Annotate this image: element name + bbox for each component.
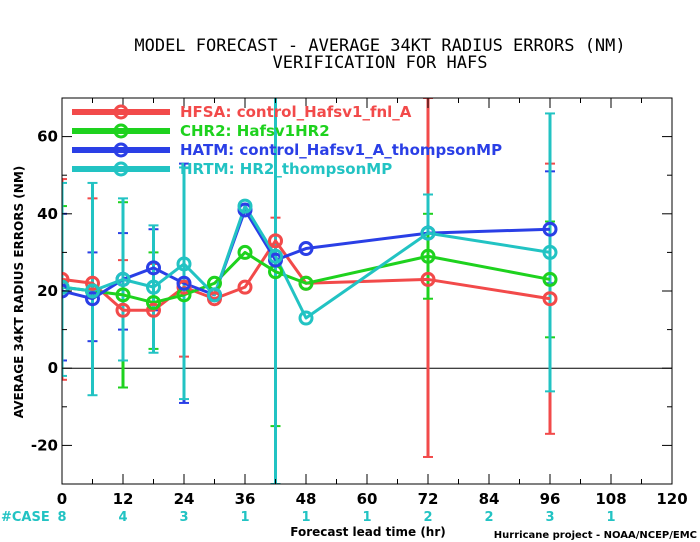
data-point xyxy=(62,279,70,295)
legend-entry: HRTM: HR2_thompsonMP xyxy=(180,160,392,178)
data-point xyxy=(115,287,131,303)
footer-credit: Hurricane project - NOAA/NCEP/EMC xyxy=(494,530,697,541)
data-point xyxy=(237,244,253,260)
case-counts: 8 4 3 1 1 1 2 2 3 1 xyxy=(57,510,615,525)
case-count: 3 xyxy=(545,510,554,525)
legend-entry: HFSA: control_Hafsv1_fnl_A xyxy=(180,103,412,121)
error-bars xyxy=(62,98,555,484)
y-tick-label: 60 xyxy=(37,128,58,146)
case-count: 4 xyxy=(118,510,127,525)
data-point xyxy=(176,256,192,272)
x-tick-label: 120 xyxy=(656,490,687,508)
chart-subtitle: VERIFICATION FOR HAFS xyxy=(273,53,488,73)
data-point xyxy=(146,279,161,295)
y-tick-label: 20 xyxy=(37,282,58,300)
y-axis-label: AVERAGE 34KT RADIUS ERRORS (NM) xyxy=(12,166,26,418)
y-axis-ticks: -20 0 20 40 60 xyxy=(31,97,672,485)
series-line xyxy=(62,239,551,312)
data-point xyxy=(176,275,192,291)
data-point xyxy=(268,248,283,264)
x-axis-label: Forecast lead time (hr) xyxy=(290,525,446,539)
data-point xyxy=(115,271,131,287)
case-count: 1 xyxy=(606,510,615,525)
data-point xyxy=(85,291,100,307)
data-point xyxy=(85,283,100,299)
chart-title: MODEL FORECAST - AVERAGE 34KT RADIUS ERR… xyxy=(134,36,625,56)
x-tick-label: 48 xyxy=(296,490,317,508)
data-point xyxy=(62,271,70,287)
data-point xyxy=(237,198,253,214)
x-tick-label: 0 xyxy=(57,490,67,508)
data-point xyxy=(298,275,314,291)
data-point xyxy=(146,295,161,311)
data-point xyxy=(146,260,161,276)
x-tick-label: 72 xyxy=(418,490,439,508)
y-tick-label: 40 xyxy=(37,205,58,223)
x-axis-ticks: 0 12 24 36 48 60 72 84 96 108 120 xyxy=(57,98,688,508)
legend-entry: CHR2: Hafsv1HR2 xyxy=(180,122,330,140)
case-count: 1 xyxy=(301,510,310,525)
x-tick-label: 24 xyxy=(174,490,195,508)
legend-swatch-marker xyxy=(113,123,129,139)
series-line xyxy=(62,204,551,320)
data-point xyxy=(542,271,558,287)
case-label: #CASE xyxy=(1,510,50,525)
legend-swatch-marker xyxy=(113,104,129,120)
series-lines xyxy=(62,204,551,320)
data-point xyxy=(420,248,436,264)
data-point xyxy=(146,302,161,318)
data-point xyxy=(298,310,314,326)
series-markers xyxy=(62,198,558,326)
case-count: 3 xyxy=(179,510,188,525)
x-tick-label: 84 xyxy=(479,490,500,508)
x-tick-label: 36 xyxy=(235,490,256,508)
data-point xyxy=(298,241,314,257)
data-point xyxy=(85,275,100,291)
legend-entry: HATM: control_Hafsv1_A_thompsonMP xyxy=(180,141,502,159)
series-line xyxy=(62,250,551,305)
data-point xyxy=(542,221,558,237)
case-count: 2 xyxy=(423,510,432,525)
x-tick-label: 96 xyxy=(540,490,561,508)
y-tick-label: 0 xyxy=(48,359,58,377)
case-count: 1 xyxy=(362,510,371,525)
y-tick-label: -20 xyxy=(31,436,58,454)
data-point xyxy=(542,244,558,260)
x-tick-label: 60 xyxy=(357,490,378,508)
legend-swatch-marker xyxy=(113,161,129,177)
case-count: 1 xyxy=(240,510,249,525)
x-tick-label: 12 xyxy=(113,490,134,508)
data-point xyxy=(115,302,131,318)
legend-swatch-marker xyxy=(113,142,129,158)
x-tick-label: 108 xyxy=(595,490,626,508)
case-count: 8 xyxy=(57,510,66,525)
case-count: 2 xyxy=(484,510,493,525)
data-point xyxy=(268,233,283,249)
data-point xyxy=(542,291,558,307)
data-point xyxy=(237,279,253,295)
data-point xyxy=(420,225,436,241)
data-point xyxy=(207,287,222,303)
data-point xyxy=(420,271,436,287)
